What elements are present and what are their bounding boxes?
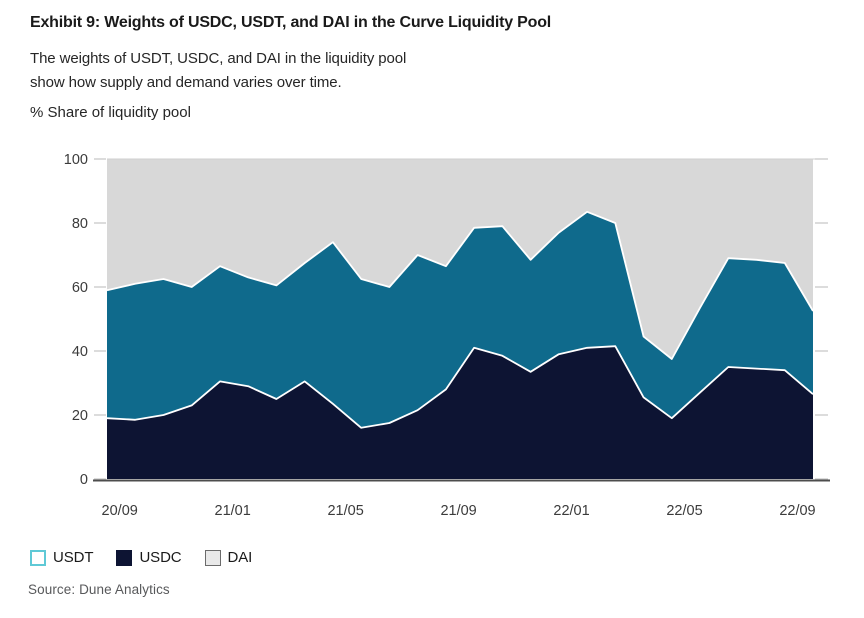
x-tick-label: 21/05 bbox=[327, 503, 363, 519]
dai-swatch-icon bbox=[204, 549, 221, 566]
x-tick-label: 22/05 bbox=[666, 503, 702, 519]
stacked-area-chart: 0 20 40 60 80 100 20/09 21/01 21/05 21/09 22/01 22/… bbox=[64, 152, 830, 519]
area-usdc bbox=[107, 346, 813, 479]
source-note: Source: Dune Analytics bbox=[28, 582, 170, 597]
legend-item-usdt: USDT bbox=[30, 549, 94, 566]
y-tick-label: 0 bbox=[80, 472, 88, 488]
usdt-top-boundary-line bbox=[106, 210, 814, 360]
x-tick-label: 21/09 bbox=[440, 503, 476, 519]
legend-item-dai: DAI bbox=[204, 549, 253, 566]
area-dai bbox=[107, 159, 813, 359]
chart-legend: USDT USDC DAI bbox=[30, 549, 252, 566]
area-usdt bbox=[107, 211, 813, 428]
x-tick-label: 22/09 bbox=[779, 503, 815, 519]
legend-item-usdc: USDC bbox=[116, 549, 182, 566]
y-tick-label: 40 bbox=[72, 344, 88, 360]
usdc-top-boundary-line bbox=[106, 345, 814, 429]
chart-area: 0 20 40 60 80 100 20/09 21/01 21/05 21/09 22/01 22/… bbox=[0, 140, 864, 530]
x-tick-label: 21/01 bbox=[215, 503, 251, 519]
usdt-swatch-icon bbox=[30, 549, 46, 566]
exhibit-subtitle-line1: The weights of USDT, USDC, and DAI in th… bbox=[30, 50, 407, 67]
legend-label: DAI bbox=[227, 549, 253, 566]
y-tick-label: 60 bbox=[72, 280, 88, 296]
usdc-swatch-icon bbox=[116, 549, 133, 566]
y-axis-unit-label: % Share of liquidity pool bbox=[30, 104, 191, 121]
exhibit-subtitle-line2: show how supply and demand varies over t… bbox=[30, 74, 342, 91]
y-tick-label: 100 bbox=[64, 152, 88, 168]
legend-label: USDC bbox=[139, 549, 182, 566]
legend-label: USDT bbox=[53, 549, 94, 566]
y-tick-label: 20 bbox=[72, 408, 88, 424]
x-tick-label: 20/09 bbox=[102, 503, 138, 519]
x-tick-label: 22/01 bbox=[553, 503, 589, 519]
exhibit-title: Exhibit 9: Weights of USDC, USDT, and DA… bbox=[30, 14, 552, 31]
y-tick-label: 80 bbox=[72, 216, 88, 232]
